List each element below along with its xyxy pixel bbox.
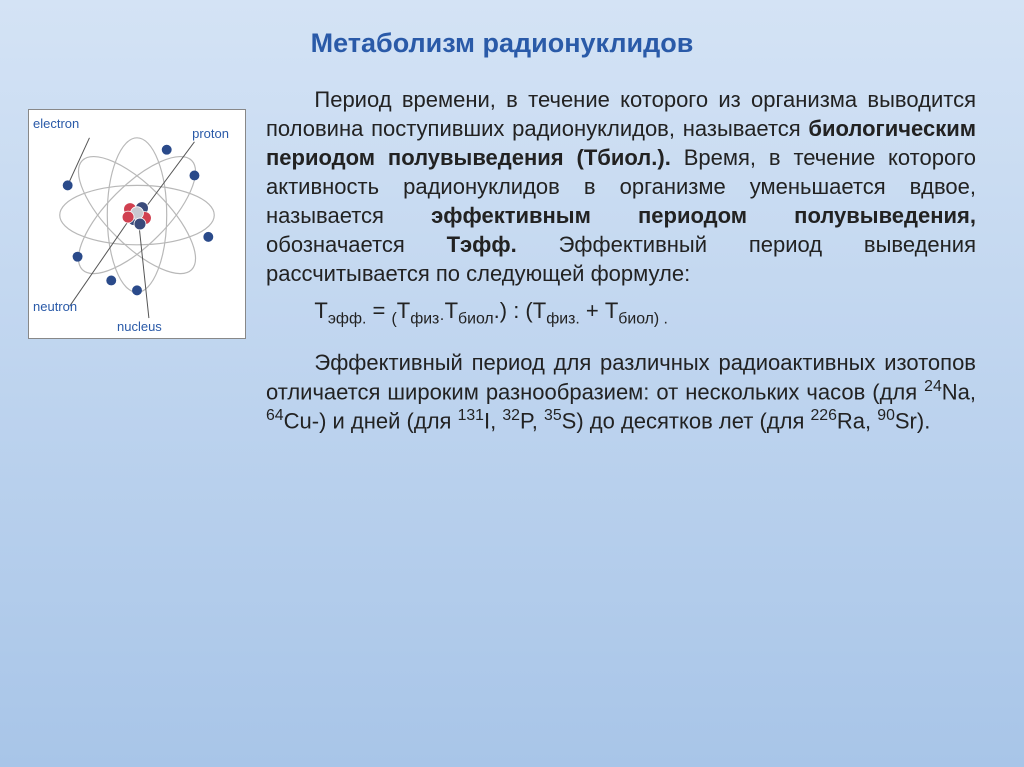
f-phys2: физ bbox=[546, 311, 575, 328]
iso-cu-mass: 64 bbox=[266, 407, 284, 424]
sep1: , bbox=[970, 379, 976, 404]
p1-bold3: Тэфф. bbox=[447, 232, 517, 257]
sep2: , bbox=[490, 409, 502, 434]
f-eff: эфф. bbox=[328, 311, 367, 328]
paragraph-1: Период времени, в течение которого из ор… bbox=[266, 85, 976, 288]
p2-run1: Эффективный период для различных радиоак… bbox=[266, 350, 976, 404]
iso-ra: Ra bbox=[837, 409, 865, 434]
p2-run3: ) до десятков лет (для bbox=[576, 409, 810, 434]
f-T5: Т bbox=[605, 298, 618, 323]
f-T1: Т bbox=[314, 298, 327, 323]
f-end: ) . bbox=[654, 311, 668, 328]
f-T3: Т bbox=[445, 298, 458, 323]
iso-ra-mass: 226 bbox=[810, 407, 836, 424]
p1-bold2: эффективным периодом полувыведения, bbox=[431, 203, 976, 228]
label-nucleus: nucleus bbox=[117, 319, 162, 334]
iso-s-mass: 35 bbox=[544, 407, 562, 424]
slide-title: Метаболизм радионуклидов bbox=[28, 28, 976, 59]
text-column: Период времени, в течение которого из ор… bbox=[266, 85, 976, 436]
iso-sr: Sr bbox=[895, 409, 917, 434]
sep4: , bbox=[865, 409, 877, 434]
label-electron: electron bbox=[33, 116, 79, 131]
f-eq: = bbox=[366, 298, 391, 323]
iso-na-mass: 24 bbox=[924, 378, 942, 395]
content-row: electron proton neutron nucleus bbox=[28, 85, 976, 436]
iso-i-mass: 131 bbox=[458, 407, 484, 424]
f-T2: Т bbox=[397, 298, 410, 323]
sep3: , bbox=[532, 409, 544, 434]
p2-run4: ). bbox=[917, 409, 930, 434]
p1-run3: обозначается bbox=[266, 232, 447, 257]
iso-p-mass: 32 bbox=[502, 407, 520, 424]
iso-cu: Cu- bbox=[284, 409, 319, 434]
label-neutron: neutron bbox=[33, 299, 77, 314]
p2-run2: ) и дней (для bbox=[319, 409, 458, 434]
atom-diagram: electron proton neutron nucleus bbox=[28, 109, 246, 339]
f-T4: Т bbox=[533, 298, 546, 323]
f-closediv: .) : ( bbox=[494, 298, 533, 323]
iso-p: P bbox=[520, 409, 532, 434]
iso-s: S bbox=[562, 409, 577, 434]
f-phys1: физ bbox=[410, 311, 439, 328]
f-biol1: биол bbox=[458, 311, 494, 328]
f-plus: + bbox=[580, 298, 605, 323]
formula: Тэфф. = (Тфиз·Тбиол.) : (Тфиз. + Тбиол) … bbox=[266, 296, 976, 330]
label-proton: proton bbox=[192, 126, 229, 141]
iso-na: Na bbox=[942, 379, 970, 404]
f-biol2: биол bbox=[618, 311, 654, 328]
paragraph-2: Эффективный период для различных радиоак… bbox=[266, 348, 976, 436]
iso-sr-mass: 90 bbox=[877, 407, 895, 424]
